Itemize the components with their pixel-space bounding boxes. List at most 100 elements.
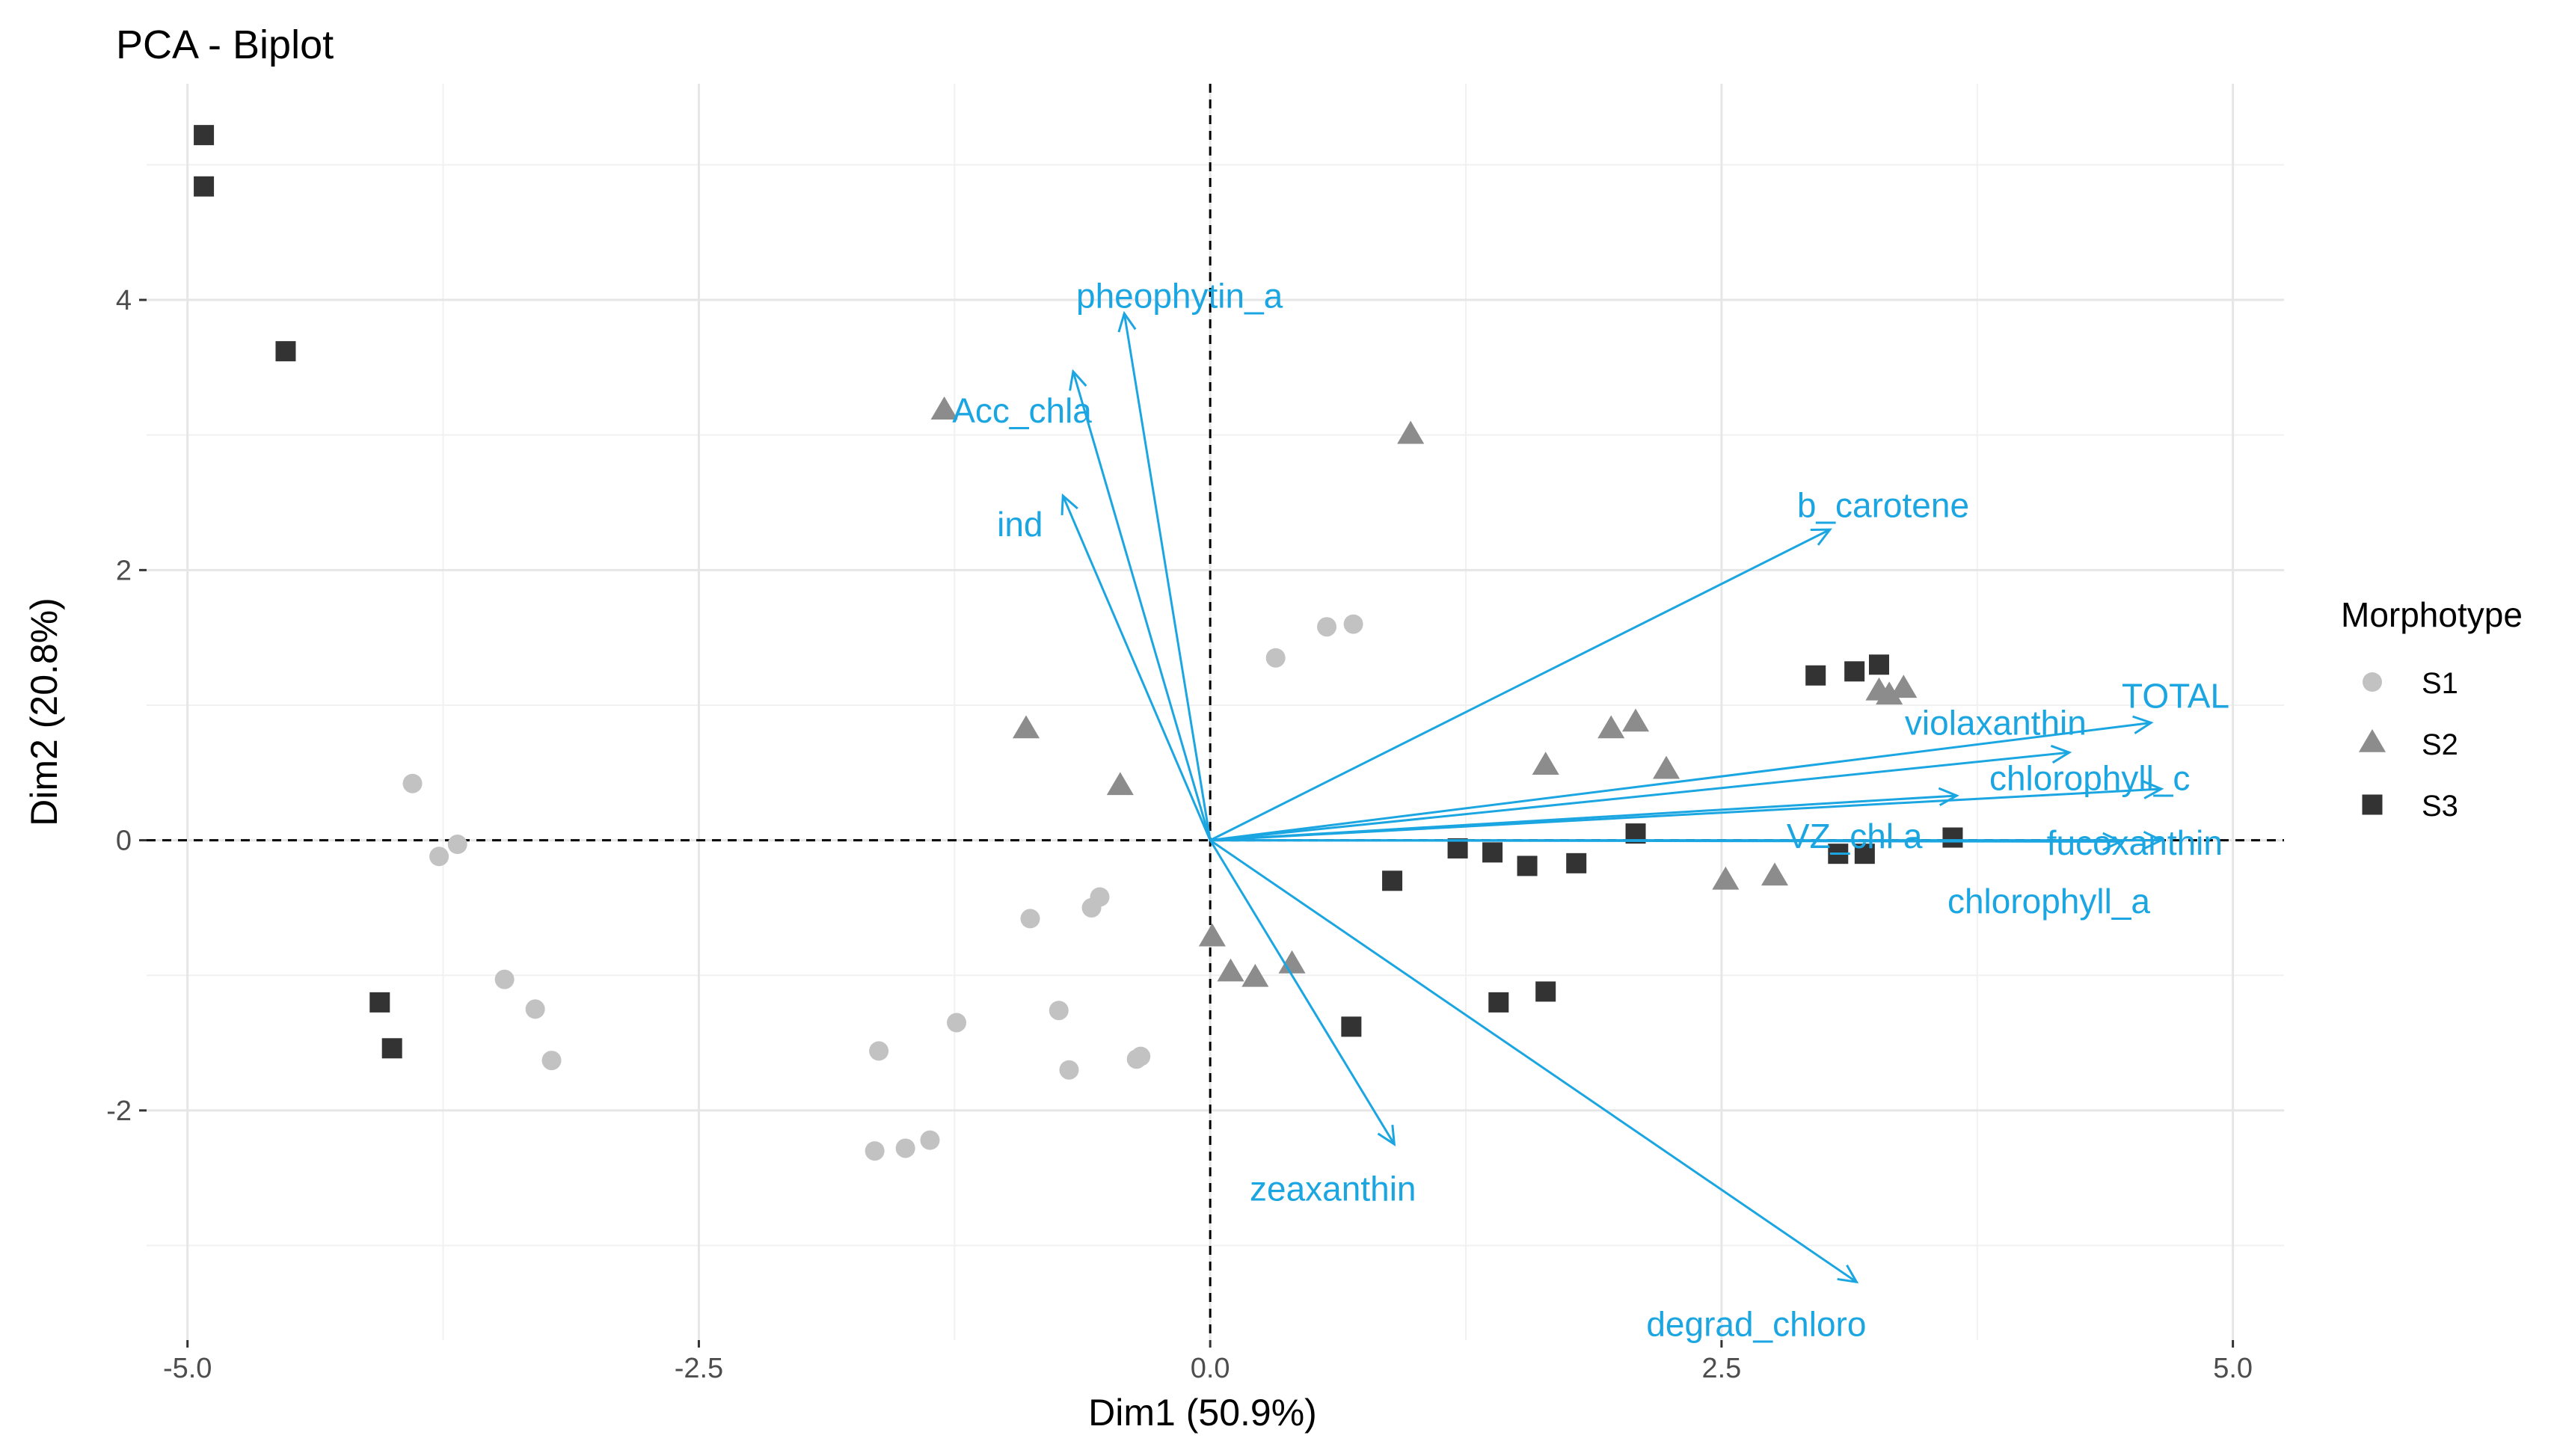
variable-label: b_carotene: [1797, 486, 1969, 525]
point-s3: [1341, 1016, 1362, 1037]
plot-panel: [147, 84, 2284, 1340]
point-s2: [1712, 866, 1740, 890]
variable-label: chlorophyll_a: [1947, 882, 2150, 921]
point-s2: [1217, 958, 1244, 982]
point-s3: [1828, 844, 1849, 864]
point-s2: [1621, 708, 1650, 732]
point-s1: [1317, 617, 1337, 637]
point-s1: [865, 1141, 885, 1161]
point-s1: [895, 1138, 915, 1158]
variable-label: chlorophyll_c: [1989, 759, 2190, 798]
variable-label: degrad_chloro: [1646, 1304, 1866, 1343]
point-s2: [1241, 963, 1269, 987]
arrowhead-fucoxanthin: [2143, 830, 2164, 850]
point-s3: [1868, 654, 1889, 675]
point-s1: [1131, 1046, 1151, 1066]
point-s1: [1049, 1001, 1069, 1021]
arrow-TOTAL: [1209, 721, 2152, 842]
point-s3: [1535, 981, 1556, 1002]
variable-label: fucoxanthin: [2047, 823, 2223, 862]
point-s3: [275, 341, 296, 362]
point-s3: [369, 992, 390, 1013]
x-tick-label: 5.0: [2213, 1353, 2253, 1384]
point-s3: [1517, 856, 1538, 876]
x-axis-label: Dim1 (50.9%): [1088, 1392, 1317, 1434]
point-s2: [1890, 675, 1918, 698]
point-s2: [1012, 715, 1040, 739]
point-s3: [1805, 665, 1826, 686]
point-s3: [1854, 844, 1875, 864]
legend-key-s2: [2358, 729, 2386, 752]
y-tick-label: 2: [116, 555, 132, 586]
point-s2: [1653, 755, 1680, 779]
point-s3: [1942, 827, 1963, 848]
axis-ticks: -5.0 -2.5 0.0 2.5 5.0 -2 0 2 4: [106, 285, 2253, 1384]
point-s1: [447, 835, 467, 855]
x-tick-label: -5.0: [163, 1353, 212, 1384]
arrow-VZ_chl a: [1210, 794, 1957, 842]
point-s3: [1844, 661, 1865, 682]
arrowhead-VZ_chl a: [1938, 787, 1959, 806]
point-s2: [1397, 420, 1425, 444]
legend-title: Morphotype: [2341, 595, 2523, 634]
point-s1: [525, 999, 545, 1019]
point-s2: [1761, 862, 1789, 886]
arrow-pheophytin_a: [1123, 313, 1212, 841]
point-s2: [1532, 752, 1559, 775]
arrowhead-pheophytin_a: [1117, 310, 1137, 333]
legend-key-s3: [2362, 794, 2383, 815]
variable-label: ind: [997, 505, 1043, 544]
point-s2: [1278, 950, 1306, 974]
x-tick-label: 2.5: [1701, 1353, 1741, 1384]
y-tick-label: 0: [116, 826, 132, 857]
point-s3: [381, 1038, 402, 1059]
arrowhead-Acc_chla: [1069, 369, 1087, 391]
point-s2: [930, 396, 958, 420]
point-s2: [1597, 715, 1625, 739]
arrowhead-chlorophyll_a: [2102, 832, 2123, 852]
point-s2: [1106, 772, 1134, 796]
x-tick-label: -2.5: [675, 1353, 723, 1384]
variable-label: zeaxanthin: [1250, 1170, 1416, 1208]
point-s3: [194, 125, 215, 146]
legend-label: S1: [2422, 667, 2458, 700]
legend-label: S2: [2422, 728, 2458, 761]
point-s1: [1265, 648, 1286, 668]
legend-label: S3: [2422, 790, 2458, 823]
arrowhead-b_carotene: [1810, 528, 1832, 546]
arrowhead-TOTAL: [2132, 715, 2154, 734]
arrow-violaxanthin: [1210, 751, 2069, 842]
arrowhead-ind: [1060, 493, 1078, 516]
point-s1: [1020, 909, 1040, 929]
arrow-ind: [1061, 495, 1212, 841]
point-s1: [947, 1013, 967, 1033]
point-s2: [1198, 923, 1226, 947]
arrow-chlorophyll_a: [1210, 839, 2121, 843]
arrowhead-degrad_chloro: [1837, 1265, 1859, 1284]
point-s1: [429, 847, 449, 867]
legend-key-s1: [2363, 672, 2382, 692]
y-tick-label: 4: [116, 285, 132, 316]
point-s1: [1343, 614, 1363, 634]
point-s2: [1876, 681, 1903, 705]
arrow-zeaxanthin: [1209, 839, 1396, 1145]
point-s3: [194, 176, 215, 197]
arrow-Acc_chla: [1072, 371, 1212, 841]
point-s1: [541, 1051, 562, 1071]
variable-label: Acc_chla: [952, 391, 1092, 430]
point-s1: [869, 1041, 889, 1061]
arrowhead-chlorophyll_c: [2143, 780, 2164, 799]
y-tick-label: -2: [106, 1096, 132, 1127]
point-s3: [1488, 992, 1509, 1013]
y-axis-label: Dim2 (20.8%): [23, 598, 65, 826]
variable-label: pheophytin_a: [1076, 277, 1283, 316]
point-s3: [1566, 853, 1587, 873]
arrow-degrad_chloro: [1209, 839, 1858, 1283]
legend: Morphotype S1 S2 S3: [2341, 595, 2523, 823]
chart-title: PCA - Biplot: [116, 22, 334, 67]
variable-label: VZ_chl a: [1787, 817, 1923, 856]
arrowhead-zeaxanthin: [1377, 1125, 1396, 1147]
x-tick-label: 0.0: [1191, 1353, 1230, 1384]
arrow-b_carotene: [1209, 528, 1831, 841]
